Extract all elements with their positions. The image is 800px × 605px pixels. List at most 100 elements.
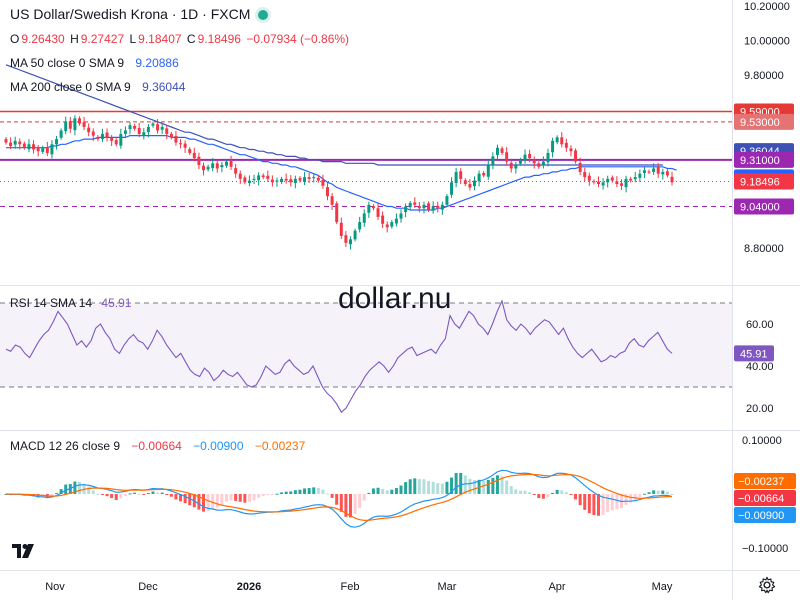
macd-hist-bar <box>459 472 463 494</box>
rsi-value: 45.91 <box>101 296 132 310</box>
rsi-value-tag: 45.91 <box>740 348 768 360</box>
candle-body <box>564 142 568 148</box>
candle-body <box>266 175 270 179</box>
macd-hist-bar <box>330 494 334 498</box>
macd-hist-bar <box>316 487 320 494</box>
price-tick-label: 10.00000 <box>744 36 790 48</box>
candle-body <box>647 171 651 173</box>
ma50-label: MA 50 close 0 SMA 9 <box>10 56 125 70</box>
macd-hist-bar <box>142 494 146 495</box>
macd-hist-bar <box>137 493 141 495</box>
candle-body <box>160 127 164 130</box>
macd-hist-bar <box>280 492 284 494</box>
candle-body <box>652 168 656 172</box>
macd-hist-bar <box>257 494 261 498</box>
time-tick-label: 2026 <box>237 581 261 593</box>
candle-body <box>59 130 63 138</box>
macd-hist-bar <box>303 488 307 494</box>
macd-signal-value: −0.00237 <box>254 439 306 453</box>
candle-body <box>156 124 160 131</box>
candle-body <box>665 171 669 176</box>
candle-body <box>546 152 550 163</box>
ma50-legend[interactable]: MA 50 close 0 SMA 9 9.20886 <box>10 56 181 70</box>
candle-body <box>307 177 311 179</box>
macd-hist-bar <box>463 475 467 494</box>
candle-body <box>629 178 633 181</box>
candle-body <box>459 171 463 179</box>
ma200-legend[interactable]: MA 200 close 0 SMA 9 9.36044 <box>10 80 187 94</box>
macd-hist-bar <box>491 477 495 494</box>
candle-body <box>9 142 13 147</box>
candle-body <box>142 132 146 136</box>
tradingview-logo-icon[interactable] <box>10 540 36 562</box>
macd-hist-bar <box>165 494 169 495</box>
macd-hist-bar <box>353 494 357 514</box>
rsi-tick-label: 20.00 <box>746 403 774 415</box>
macd-line-value: −0.00900 <box>193 439 244 453</box>
candle-body <box>528 153 532 159</box>
macd-hist-bar <box>55 493 59 495</box>
macd-hist-bar <box>174 494 178 500</box>
macd-hist-bar <box>629 494 633 503</box>
time-tick-label: Feb <box>341 581 360 593</box>
candle-body <box>445 196 449 205</box>
candle-body <box>96 137 100 140</box>
settings-gear-icon[interactable] <box>758 576 776 594</box>
macd-hist-bar <box>606 494 610 513</box>
candle-body <box>335 203 339 223</box>
macd-hist-bar <box>615 494 619 510</box>
candle-body <box>560 137 564 145</box>
candle-body <box>280 178 284 182</box>
price-tag-label: 9.53000 <box>740 117 780 129</box>
macd-hist-bar <box>348 494 352 518</box>
macd-hist-bar <box>188 494 192 506</box>
macd-hist-bar <box>179 494 183 502</box>
candle-body <box>105 132 109 138</box>
low-value: 9.18407 <box>138 32 182 46</box>
candle-body <box>399 213 403 219</box>
symbol-title[interactable]: US Dollar/Swedish Krona · 1D · FXCM <box>10 6 251 22</box>
candle-body <box>592 181 596 183</box>
candle-body <box>532 159 536 164</box>
candle-body <box>555 137 559 143</box>
rsi-legend[interactable]: RSI 14 SMA 14 45.91 <box>10 296 133 310</box>
candle-body <box>551 140 555 153</box>
macd-hist-bar <box>495 475 499 494</box>
candle-body <box>468 184 472 188</box>
macd-hist-bar <box>574 494 578 500</box>
macd-hist-bar <box>431 481 435 494</box>
rsi-pane <box>0 299 732 414</box>
rsi-line <box>5 299 673 414</box>
candle-body <box>348 239 352 245</box>
candle-body <box>477 173 481 182</box>
macd-hist-bar <box>642 493 646 495</box>
candle-body <box>22 143 26 148</box>
candle-body <box>261 175 265 178</box>
candle-body <box>128 125 132 130</box>
macd-hist-bar <box>206 494 210 511</box>
macd-hist-bar <box>564 492 568 494</box>
candle-body <box>275 180 279 182</box>
macd-hist-bar <box>454 472 458 494</box>
axes: 10.2000010.000009.800008.800009.590009.5… <box>45 1 796 593</box>
ma200-label: MA 200 close 0 SMA 9 <box>10 80 131 94</box>
macd-hist-bar <box>211 494 215 509</box>
candle-body <box>436 205 440 209</box>
candle-body <box>192 152 196 159</box>
candle-body <box>670 176 674 183</box>
candle-body <box>165 128 169 134</box>
macd-hist-bar <box>546 494 550 497</box>
macd-hist-bar <box>670 493 674 495</box>
macd-hist-bar <box>486 479 490 494</box>
macd-hist-bar <box>321 489 325 494</box>
macd-hist-bar <box>275 493 279 495</box>
macd-hist-bar <box>450 477 454 494</box>
macd-hist-bar <box>224 494 228 502</box>
macd-hist-bar <box>156 492 160 494</box>
time-tick-label: Mar <box>438 581 457 593</box>
macd-hist-bar <box>381 488 385 494</box>
macd-hist-bar <box>64 484 68 494</box>
macd-legend[interactable]: MACD 12 26 close 9 −0.00664 −0.00900 −0.… <box>10 439 307 453</box>
